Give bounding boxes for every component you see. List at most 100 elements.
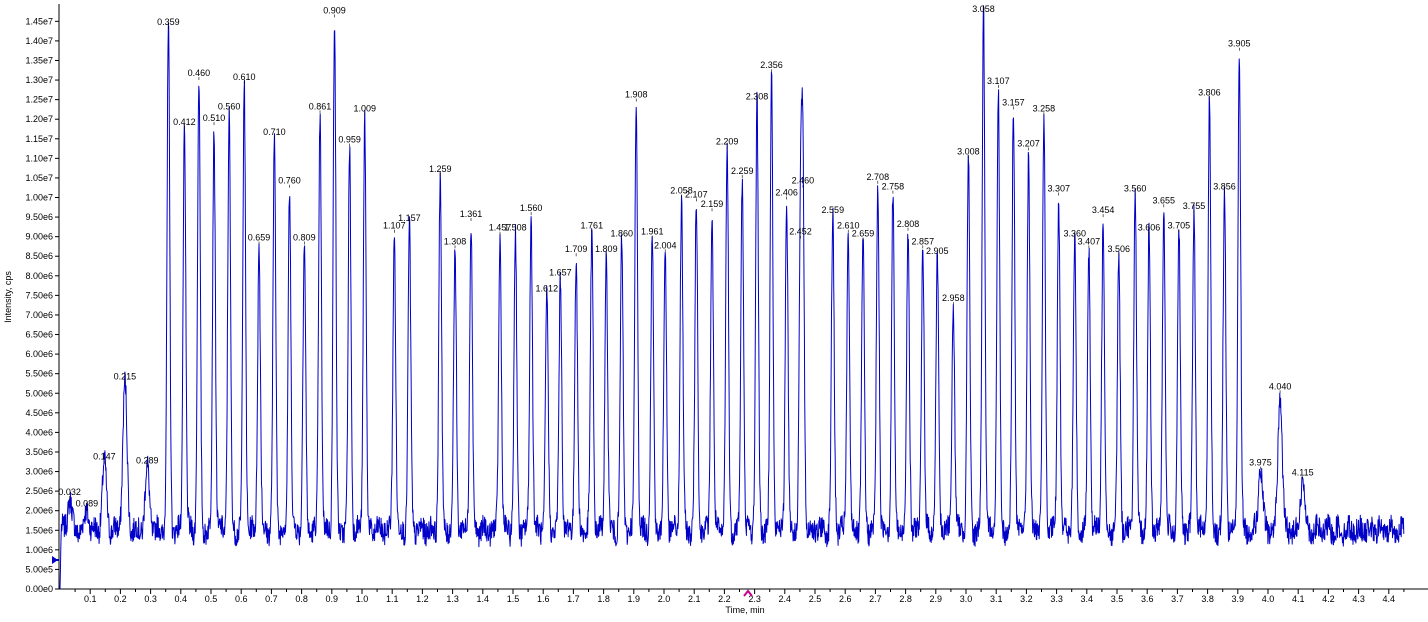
y-tick-label: 4.50e6 — [25, 408, 53, 418]
peak-label: 2.659 — [852, 229, 875, 239]
peak-label: 3.407 — [1078, 236, 1101, 246]
peak-label: 1.259 — [429, 164, 452, 174]
x-tick-label: 4.3 — [1352, 594, 1365, 604]
y-tick-label: 1.00e6 — [25, 545, 53, 555]
y-tick-label: 1.35e7 — [25, 55, 53, 65]
peak-label: 2.406 — [775, 187, 798, 197]
peak-label: 3.107 — [987, 76, 1010, 86]
y-tick-label: 1.00e7 — [25, 193, 53, 203]
peak-label-layer: 0.032 0.089 0.147 0.215 0.289 0.359 0.412 0.460… — [58, 4, 1314, 511]
peak-label: 1.612 — [536, 283, 559, 293]
peak-label: 2.004 — [654, 240, 677, 250]
peak-label: 0.359 — [157, 17, 180, 27]
peak-label: 1.761 — [581, 221, 604, 231]
peak-label: 2.356 — [760, 60, 783, 70]
peak-label: 1.908 — [625, 90, 648, 100]
peak-label: 4.040 — [1269, 381, 1292, 391]
peak-label: 0.959 — [338, 135, 361, 145]
peak-label: 1.157 — [398, 213, 421, 223]
y-tick-label: 1.50e6 — [25, 525, 53, 535]
y-tick-label: 7.00e6 — [25, 310, 53, 320]
x-axis: 0.1 0.2 0.3 0.4 0.5 0.6 0.7 0.8 0.9 1.0 1.1 1.2 1.3 1… — [59, 588, 1428, 604]
trace-layer — [59, 5, 1405, 590]
y-tick-label: 3.50e6 — [25, 447, 53, 457]
peak-label: 1.860 — [610, 229, 633, 239]
x-axis-title: Time, min — [725, 605, 764, 615]
peak-label: 1.107 — [383, 221, 406, 231]
y-tick-label: 5.00e5 — [25, 564, 53, 574]
x-tick-label: 3.2 — [1020, 594, 1033, 604]
y-tick-label: 7.50e6 — [25, 290, 53, 300]
peak-label: 0.710 — [263, 127, 286, 137]
y-tick-label: 1.05e7 — [25, 173, 53, 183]
peak-label: 2.259 — [731, 166, 754, 176]
peak-label: 0.760 — [278, 176, 301, 186]
x-tick-label: 1.8 — [597, 594, 610, 604]
peak-label: 0.412 — [173, 117, 196, 127]
peak-label: 0.809 — [293, 232, 316, 242]
peak-label: 2.958 — [942, 293, 965, 303]
x-tick-label: 4.2 — [1322, 594, 1335, 604]
y-tick-label: 8.00e6 — [25, 271, 53, 281]
peak-label: 0.460 — [188, 68, 211, 78]
peak-label: 0.510 — [203, 113, 226, 123]
peak-label: 2.058 — [670, 186, 693, 196]
x-tick-label: 1.6 — [537, 594, 550, 604]
x-tick-label: 3.7 — [1171, 594, 1184, 604]
y-tick-label: 2.50e6 — [25, 486, 53, 496]
peak-label: 4.115 — [1292, 467, 1314, 477]
peak-label: 3.307 — [1047, 184, 1070, 194]
peak-label: 1.457 — [489, 223, 512, 233]
peak-label: 3.755 — [1183, 201, 1206, 211]
x-tick-label: 2.7 — [869, 594, 882, 604]
x-tick-label: 1.2 — [416, 594, 429, 604]
x-tick-label: 2.8 — [899, 594, 912, 604]
peak-label: 3.454 — [1092, 205, 1115, 215]
peak-label: 3.806 — [1198, 88, 1221, 98]
peak-label: 2.460 — [792, 176, 815, 186]
x-tick-label: 2.0 — [658, 594, 671, 604]
x-tick-label: 3.3 — [1050, 594, 1063, 604]
peak-label: 3.058 — [972, 4, 995, 14]
x-tick-label: 1.3 — [446, 594, 459, 604]
peak-label: 3.655 — [1153, 195, 1176, 205]
peak-label: 3.506 — [1108, 244, 1131, 254]
peak-label: 0.289 — [136, 456, 159, 466]
y-tick-label: 6.00e6 — [25, 349, 53, 359]
peak-label: 1.961 — [641, 227, 664, 237]
x-axis-cursor-icon[interactable] — [743, 589, 753, 597]
x-tick-label: 2.9 — [930, 594, 943, 604]
x-tick-label: 4.1 — [1292, 594, 1305, 604]
y-tick-label: 1.10e7 — [25, 153, 53, 163]
x-tick-label: 0.8 — [295, 594, 308, 604]
y-tick-label: 0.00e0 — [25, 584, 53, 594]
x-tick-label: 3.5 — [1111, 594, 1124, 604]
peak-label: 2.107 — [685, 189, 708, 199]
peak-label: 0.089 — [76, 499, 99, 509]
y-tick-label: 8.50e6 — [25, 251, 53, 261]
x-tick-label: 0.7 — [265, 594, 278, 604]
peak-label: 1.508 — [504, 223, 527, 233]
peak-label: 3.905 — [1228, 39, 1251, 49]
peak-label: 0.861 — [309, 101, 332, 111]
y-tick-label: 1.20e7 — [25, 114, 53, 124]
peak-label: 2.452 — [789, 227, 812, 237]
peak-label: 2.808 — [897, 219, 920, 229]
y-tick-label: 3.00e6 — [25, 467, 53, 477]
chromatogram-trace — [59, 5, 1405, 590]
peak-label: 1.009 — [353, 103, 376, 113]
peak-label: 1.560 — [520, 203, 543, 213]
x-tick-label: 0.3 — [144, 594, 157, 604]
y-tick-label: 1.15e7 — [25, 134, 53, 144]
x-tick-label: 4.0 — [1262, 594, 1275, 604]
peak-label: 3.008 — [957, 146, 980, 156]
peak-label: 3.207 — [1017, 139, 1040, 149]
x-tick-label: 4.4 — [1383, 594, 1396, 604]
x-tick-label: 3.9 — [1232, 594, 1245, 604]
y-tick-label: 1.45e7 — [25, 16, 53, 26]
peak-label: 0.610 — [233, 72, 256, 82]
peak-label: 1.709 — [565, 244, 588, 254]
peak-label: 2.559 — [822, 205, 845, 215]
x-tick-label: 1.9 — [628, 594, 641, 604]
x-tick-label: 2.1 — [688, 594, 701, 604]
